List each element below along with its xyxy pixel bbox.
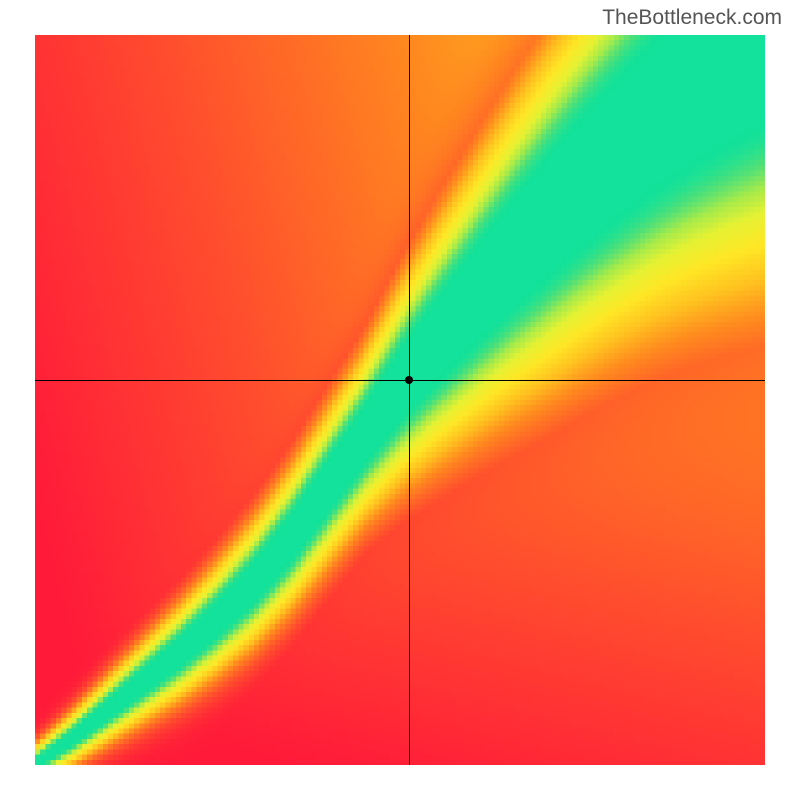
heatmap-plot [35,35,765,765]
heatmap-canvas [35,35,765,765]
watermark-text: TheBottleneck.com [602,6,782,30]
crosshair-horizontal [35,380,765,381]
crosshair-marker [405,376,413,384]
crosshair-vertical [409,35,410,765]
